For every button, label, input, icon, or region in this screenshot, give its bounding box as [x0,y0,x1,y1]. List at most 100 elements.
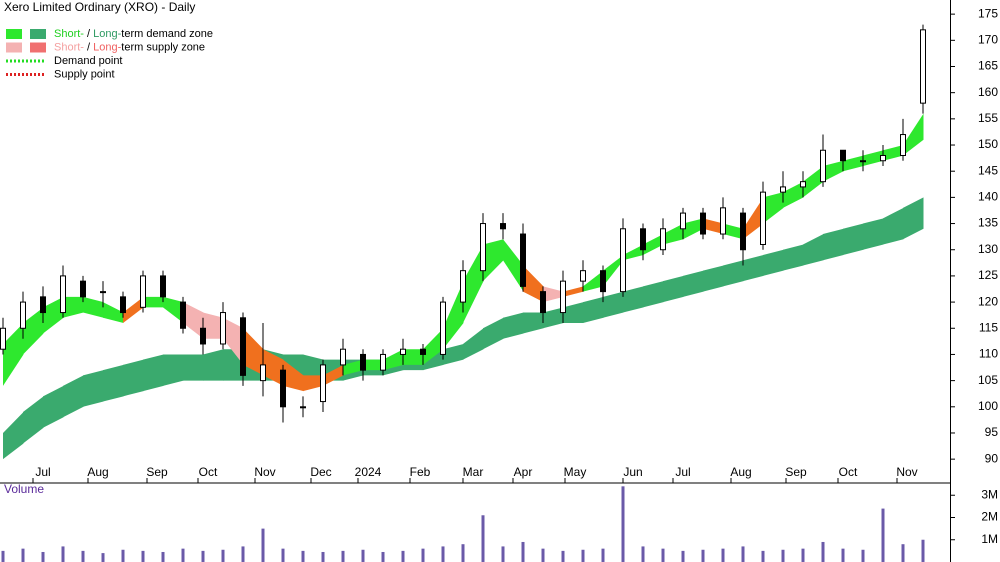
volume-bar [121,549,125,562]
volume-bar [621,486,625,562]
short-term-zone [723,223,744,240]
y-tick-label: 140 [978,190,998,204]
y-tick-label: 155 [978,111,998,125]
candle-body [860,160,866,163]
short-term-zone [563,286,584,297]
candle-body [780,186,786,193]
volume-bar [381,551,385,562]
candle-body [520,233,526,287]
long-term-zone [483,317,504,350]
candle-body [880,154,886,162]
short-term-zone [363,359,384,371]
candle-body [0,327,6,350]
legend-label: Short- / Long-term supply zone [54,41,205,53]
candle-body [340,348,346,366]
candle-body [680,212,686,230]
short-term-zone [783,181,804,208]
y-tick-label: 120 [978,294,998,308]
long-term-zone [703,265,724,292]
x-tick-label: Feb [410,465,431,479]
long-term-zone [123,359,144,397]
x-tick-label: Sep [785,465,807,479]
volume-bar [601,548,605,562]
candle-body [440,301,446,355]
volume-bar [161,551,165,562]
candle-body [600,270,606,293]
candle-body [320,364,326,403]
long-term-zone [883,207,904,245]
legend-label: Short- / Long-term demand zone [54,28,213,40]
legend-swatch [30,29,46,39]
long-term-zone [583,296,604,324]
volume-bar [641,546,645,562]
short-term-zone [303,375,324,392]
candle-body [460,270,466,303]
volume-bar [861,549,865,562]
legend-label-part: Supply point [54,68,115,80]
candle-body [240,317,246,376]
y-tick-label: 105 [978,373,998,387]
candle-body [20,301,26,329]
long-term-zone [823,228,844,261]
volume-bar [701,549,705,562]
volume-bar [261,528,265,562]
short-term-zone [383,349,404,371]
candle-body [920,29,926,104]
volume-bar [481,515,485,562]
long-term-zone [183,354,204,381]
candle-body [140,275,146,308]
short-term-zone [343,359,364,376]
short-term-zone [483,239,504,282]
volume-title: Volume [4,482,44,496]
long-term-zone [663,275,684,303]
long-term-zone [643,281,664,308]
candle-body [840,149,846,162]
chart-title: Xero Limited Ordinary (XRO) - Daily [4,0,195,14]
legend-label-part: term supply zone [121,41,205,53]
legend-label-part: Long- [93,28,121,40]
volume-bar [541,548,545,562]
volume-bar [461,544,465,562]
long-term-zone [863,218,884,250]
candle-body [360,353,366,371]
long-term-zone [303,354,324,381]
volume-bar [581,549,585,562]
long-term-zone [723,260,744,287]
candle-body [500,223,506,230]
y-tick-label: 95 [985,425,999,439]
volume-bar [341,550,345,562]
volume-bar [721,548,725,562]
volume-bar [781,549,785,562]
long-term-zone [763,249,784,276]
legend-label-part: term demand zone [121,28,213,40]
candle-body [400,348,406,355]
candle-body [200,327,206,345]
candle-body [180,301,186,329]
volume-bar [81,550,85,562]
legend-label-part: Short- [54,41,84,53]
short-term-zone [43,296,64,334]
y-tick-label: 125 [978,268,998,282]
short-term-zone [843,155,864,172]
legend-label-part: Long- [93,41,121,53]
x-tick-label: Nov [896,465,917,479]
volume-bar [221,549,225,562]
candle-body [620,228,626,293]
y-tick-label: 135 [978,216,998,230]
short-term-zone [583,270,604,292]
short-term-zone [83,296,104,318]
x-tick-label: Jul [675,465,690,479]
volume-bar [321,551,325,562]
long-term-zone [543,307,564,329]
long-term-zone [603,291,624,318]
candle-body [540,291,546,314]
long-term-zone [83,370,104,407]
short-term-zone [683,218,704,240]
volume-bar [501,546,505,562]
legend-swatch [6,29,22,39]
volume-bar [101,553,105,562]
candle-body [720,207,726,235]
candle-body [260,364,266,382]
y-tick-label: 165 [978,59,998,73]
short-term-zone [703,218,724,235]
